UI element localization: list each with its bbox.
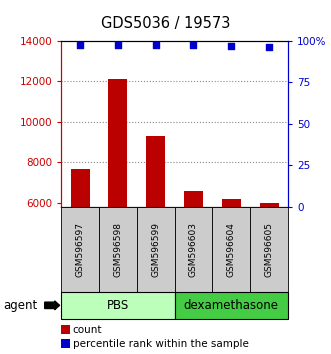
Point [115, 42, 120, 48]
Text: GSM596597: GSM596597 [75, 222, 85, 277]
Bar [109, 79, 127, 325]
Text: GSM596599: GSM596599 [151, 222, 160, 277]
Bar [71, 169, 90, 325]
Text: count: count [73, 325, 102, 335]
Bar [184, 191, 203, 325]
Text: agent: agent [3, 299, 37, 312]
Point [77, 42, 83, 48]
Text: GSM596598: GSM596598 [114, 222, 122, 277]
Text: GSM596603: GSM596603 [189, 222, 198, 277]
Text: GDS5036 / 19573: GDS5036 / 19573 [101, 16, 230, 31]
Text: GSM596604: GSM596604 [227, 222, 236, 277]
Text: percentile rank within the sample: percentile rank within the sample [73, 339, 249, 349]
Point [153, 42, 158, 48]
Bar [146, 136, 165, 325]
Point [191, 42, 196, 48]
Point [229, 43, 234, 48]
Bar [222, 199, 241, 325]
Text: GSM596605: GSM596605 [264, 222, 274, 277]
Point [266, 44, 272, 49]
Text: dexamethasone: dexamethasone [184, 299, 279, 312]
Bar [260, 203, 278, 325]
Text: PBS: PBS [107, 299, 129, 312]
